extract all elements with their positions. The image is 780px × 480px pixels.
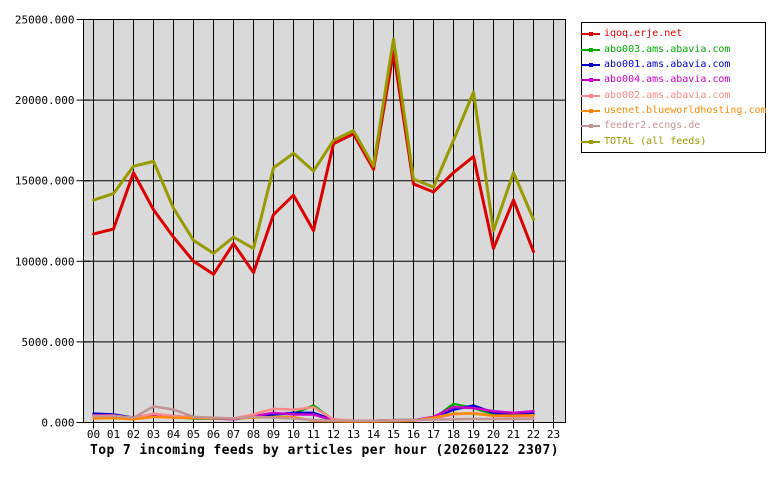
legend-item-label: abo004.ams.abavia.com bbox=[604, 74, 731, 86]
x-axis-tick-label: 23 bbox=[547, 428, 560, 441]
legend-line-marker-icon bbox=[581, 137, 600, 146]
legend-item: TOTAL (all feeds) bbox=[581, 134, 765, 149]
legend-point-icon bbox=[589, 124, 593, 129]
y-axis-tick-label: 0.000 bbox=[41, 417, 74, 430]
y-axis-tick-label: 20000.000 bbox=[15, 94, 75, 107]
x-axis-tick-label: 18 bbox=[447, 428, 460, 441]
legend-line-marker-icon bbox=[581, 106, 600, 115]
x-axis-tick-label: 16 bbox=[407, 428, 420, 441]
y-axis-tick-label: 5000.000 bbox=[22, 336, 75, 349]
x-axis-tick-label: 14 bbox=[367, 428, 381, 441]
x-axis-tick-label: 04 bbox=[167, 428, 181, 441]
x-axis-tick-label: 11 bbox=[307, 428, 320, 441]
x-axis-tick-label: 09 bbox=[267, 428, 280, 441]
x-axis-tick-label: 02 bbox=[127, 428, 140, 441]
chart-title: Top 7 incoming feeds by articles per hou… bbox=[90, 443, 559, 458]
x-axis-tick-label: 19 bbox=[467, 428, 480, 441]
y-axis-tick-label: 25000.000 bbox=[15, 14, 75, 27]
legend-item-label: feeder2.ecngs.de bbox=[604, 120, 701, 132]
legend-line-marker-icon bbox=[581, 91, 600, 100]
series-line-feeder2-ecngs-de bbox=[92, 405, 535, 422]
legend-line-marker-icon bbox=[581, 75, 600, 84]
legend-line-marker-icon bbox=[581, 60, 600, 69]
x-axis-tick-label: 20 bbox=[487, 428, 500, 441]
y-axis-tick-label: 10000.000 bbox=[15, 255, 75, 268]
x-axis-tick-label: 06 bbox=[207, 428, 220, 441]
plot-background bbox=[83, 19, 566, 423]
plot-border bbox=[83, 19, 566, 423]
x-axis-tick-label: 03 bbox=[147, 428, 160, 441]
y-axis-tick-label: 15000.000 bbox=[15, 175, 75, 188]
legend-point-icon bbox=[589, 109, 593, 114]
x-axis-tick-label: 07 bbox=[227, 428, 240, 441]
x-axis-tick-label: 17 bbox=[427, 428, 440, 441]
x-axis-tick-label: 00 bbox=[87, 428, 100, 441]
series-line-total-all-feeds bbox=[92, 37, 535, 255]
legend-item: abo001.ams.abavia.com bbox=[581, 57, 765, 72]
x-axis-tick-label: 22 bbox=[527, 428, 540, 441]
legend-item-label: TOTAL (all feeds) bbox=[604, 135, 707, 147]
x-axis-tick-label: 05 bbox=[187, 428, 200, 441]
legend-line-marker-icon bbox=[581, 45, 600, 54]
legend-item-label: usenet.blueworldhosting.com bbox=[604, 105, 767, 117]
legend-point-icon bbox=[589, 62, 593, 67]
legend-item: abo003.ams.abavia.com bbox=[581, 41, 765, 56]
legend-item: usenet.blueworldhosting.com bbox=[581, 103, 767, 118]
legend-item-label: abo003.ams.abavia.com bbox=[604, 43, 731, 55]
legend: iqoq.erje.net abo003.ams.abavia.com abo001… bbox=[581, 22, 767, 153]
legend-item: iqoq.erje.net bbox=[581, 26, 765, 41]
x-axis-tick-label: 12 bbox=[327, 428, 340, 441]
legend-point-icon bbox=[589, 47, 593, 52]
x-axis-tick-label: 08 bbox=[247, 428, 260, 441]
legend-item-label: abo002.ams.abavia.com bbox=[604, 89, 731, 101]
legend-point-icon bbox=[589, 78, 593, 83]
x-axis-tick-label: 15 bbox=[387, 428, 400, 441]
legend-item-label: iqoq.erje.net bbox=[604, 28, 683, 40]
x-axis-tick-label: 21 bbox=[507, 428, 520, 441]
legend-line-marker-icon bbox=[581, 29, 600, 38]
series-line-iqoq-erje-net bbox=[92, 50, 535, 276]
legend-item: abo002.ams.abavia.com bbox=[581, 88, 765, 103]
legend-point-icon bbox=[589, 93, 593, 98]
legend-item: abo004.ams.abavia.com bbox=[581, 72, 765, 87]
x-axis-tick-label: 01 bbox=[107, 428, 120, 441]
legend-item: feeder2.ecngs.de bbox=[581, 118, 765, 133]
legend-line-marker-icon bbox=[581, 121, 600, 130]
x-axis-tick-label: 10 bbox=[287, 428, 300, 441]
legend-point-icon bbox=[589, 32, 593, 37]
legend-point-icon bbox=[589, 139, 593, 144]
legend-item-label: abo001.ams.abavia.com bbox=[604, 58, 731, 70]
x-axis-tick-label: 13 bbox=[347, 428, 360, 441]
